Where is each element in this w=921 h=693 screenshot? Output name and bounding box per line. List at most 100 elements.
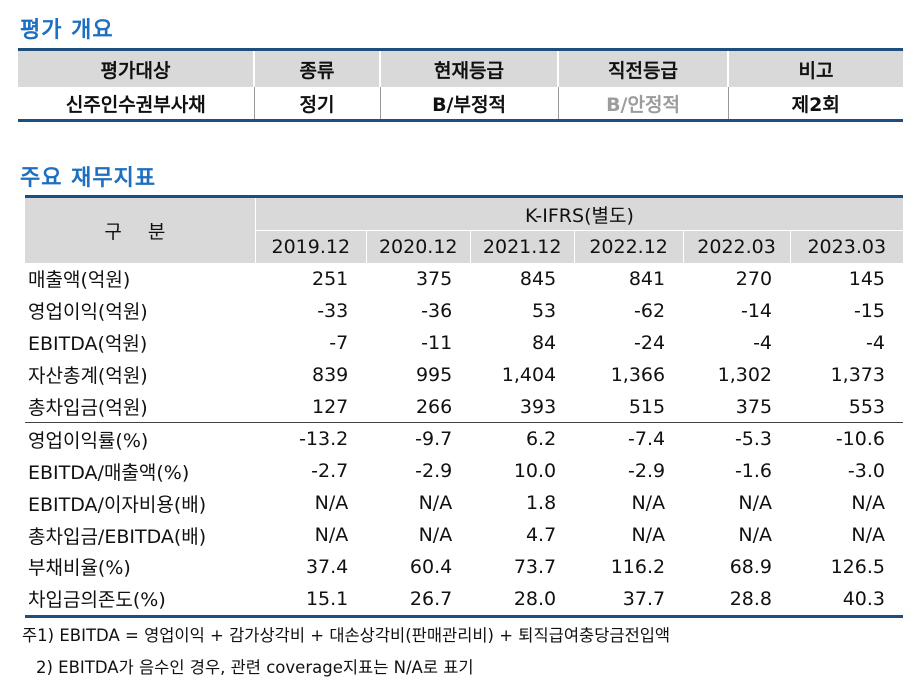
table-row: 매출액(억원) 251 375 845 841 270 145 bbox=[25, 263, 903, 295]
value-cell: 553 bbox=[848, 395, 885, 418]
value-cell: -2.9 bbox=[628, 460, 666, 483]
table-row: 영업이익(억원) -33 -36 53 -62 -14 -15 bbox=[25, 295, 903, 327]
value-cell: -9.7 bbox=[366, 422, 471, 456]
row-label: 차입금의존도(%) bbox=[28, 589, 166, 612]
value-cell: N/A bbox=[631, 492, 666, 515]
value-cell: 15.1 bbox=[305, 587, 349, 610]
row-label: 총차입금/EBITDA(배) bbox=[28, 525, 207, 548]
table-row: 영업이익률(%) -13.2 -9.7 6.2 -7.4 -5.3 -10.6 bbox=[25, 422, 903, 456]
value-cell: N/A bbox=[314, 524, 349, 547]
value-cell: 60.4 bbox=[409, 555, 453, 578]
value-cell: N/A bbox=[314, 492, 349, 515]
value-cell: 6.2 bbox=[470, 422, 575, 456]
table-row: EBITDA(억원) -7 -11 84 -24 -4 -4 bbox=[25, 327, 903, 359]
value-cell: 4.7 bbox=[525, 524, 557, 547]
rating-header-row: 평가대상 종류 현재등급 직전등급 비고 bbox=[18, 48, 903, 87]
value-cell: 839 bbox=[311, 363, 349, 386]
header-previous-rating: 직전등급 bbox=[557, 48, 728, 87]
value-cell: 1,302 bbox=[717, 363, 773, 386]
value-cell: -14 bbox=[740, 299, 773, 322]
header-target: 평가대상 bbox=[18, 48, 254, 87]
footnote-1: 주1) EBITDA = 영업이익 + 감가상각비 + 대손상각비(판매관리비)… bbox=[22, 626, 671, 645]
value-cell: 393 bbox=[519, 395, 557, 418]
financial-body: 매출액(억원) 251 375 845 841 270 145 영업이익(억원) -33 -36 5… bbox=[25, 263, 903, 616]
value-cell: -1.6 bbox=[734, 460, 773, 483]
value-cell: 270 bbox=[735, 267, 773, 290]
value-cell: -62 bbox=[634, 299, 666, 322]
financial-title: 주요 재무지표 bbox=[20, 166, 157, 191]
row-label: 영업이익(억원) bbox=[28, 301, 148, 324]
value-cell: -36 bbox=[421, 299, 453, 322]
row-label: 자산총계(억원) bbox=[28, 365, 148, 388]
value-cell: -13.2 bbox=[255, 422, 367, 456]
period-header: 2021.12 bbox=[469, 230, 575, 263]
value-cell: 995 bbox=[415, 363, 453, 386]
value-cell: N/A bbox=[851, 524, 885, 547]
period-header: 2022.12 bbox=[573, 230, 684, 263]
value-cell: 126.5 bbox=[830, 555, 885, 578]
value-cell: -2.7 bbox=[311, 460, 349, 483]
row-label: 총차입금(억원) bbox=[28, 397, 148, 419]
value-cell: N/A bbox=[851, 492, 885, 515]
value-cell: N/A bbox=[631, 524, 666, 547]
value-cell: 127 bbox=[311, 395, 349, 418]
value-cell: 84 bbox=[531, 331, 557, 354]
value-cell: 68.9 bbox=[729, 555, 773, 578]
value-cell: 116.2 bbox=[610, 555, 666, 578]
value-cell: 1.8 bbox=[525, 492, 557, 515]
table-row: 자산총계(억원) 839 995 1,404 1,366 1,302 1,373 bbox=[25, 359, 903, 391]
cell-type: 정기 bbox=[253, 87, 380, 121]
value-cell: -7.4 bbox=[574, 422, 684, 456]
financial-header-row-2: 2019.12 2020.12 2021.12 2022.12 2022.03 … bbox=[25, 230, 903, 263]
cell-previous-rating: B/안정적 bbox=[557, 87, 728, 121]
value-cell: N/A bbox=[738, 524, 773, 547]
value-cell: N/A bbox=[738, 492, 773, 515]
value-cell: -24 bbox=[634, 331, 666, 354]
row-label: 영업이익률(%) bbox=[25, 422, 256, 456]
group-header: K-IFRS(별도) bbox=[255, 196, 903, 231]
value-cell: 145 bbox=[848, 267, 885, 290]
rating-overview-table: 평가대상 종류 현재등급 직전등급 비고 신주인수권부사채 정기 B/부정적 B… bbox=[18, 48, 903, 122]
value-cell: -7 bbox=[329, 331, 349, 354]
row-label: 부채비율(%) bbox=[28, 557, 131, 580]
rating-row: 신주인수권부사채 정기 B/부정적 B/안정적 제2회 bbox=[18, 87, 903, 121]
value-cell: 37.4 bbox=[305, 555, 349, 578]
overview-title: 평가 개요 bbox=[20, 18, 114, 43]
row-label: EBITDA(억원) bbox=[28, 333, 148, 356]
table-row: 차입금의존도(%) 15.1 26.7 28.0 37.7 28.8 40.3 bbox=[25, 583, 903, 616]
value-cell: -10.6 bbox=[790, 422, 903, 456]
value-cell: 515 bbox=[628, 395, 666, 418]
value-cell: -3.0 bbox=[847, 460, 885, 483]
value-cell: -5.3 bbox=[683, 422, 791, 456]
value-cell: 266 bbox=[415, 395, 453, 418]
table-row: 총차입금(억원) 127 266 393 515 375 553 bbox=[25, 391, 903, 423]
cell-remarks: 제2회 bbox=[727, 87, 903, 121]
value-cell: 1,404 bbox=[501, 363, 557, 386]
value-cell: 375 bbox=[735, 395, 773, 418]
header-current-rating: 현재등급 bbox=[379, 48, 558, 87]
value-cell: 841 bbox=[628, 267, 666, 290]
value-cell: 845 bbox=[519, 267, 557, 290]
table-row: EBITDA/이자비용(배) N/A N/A 1.8 N/A N/A N/A bbox=[25, 487, 903, 519]
value-cell: 1,373 bbox=[830, 363, 885, 386]
table-row: 총차입금/EBITDA(배) N/A N/A 4.7 N/A N/A N/A bbox=[25, 519, 903, 551]
row-label: EBITDA/매출액(%) bbox=[28, 461, 190, 484]
value-cell: 26.7 bbox=[409, 587, 453, 610]
footnote-2: 2) EBITDA가 음수인 경우, 관련 coverage지표는 N/A로 표… bbox=[36, 658, 474, 677]
corner-label: 구 분 bbox=[25, 196, 256, 263]
value-cell: 53 bbox=[531, 299, 557, 322]
value-cell: -15 bbox=[853, 299, 885, 322]
row-label: 매출액(억원) bbox=[28, 269, 131, 292]
value-cell: 375 bbox=[415, 267, 453, 290]
value-cell: 37.7 bbox=[622, 587, 666, 610]
value-cell: N/A bbox=[418, 524, 453, 547]
value-cell: -33 bbox=[317, 299, 349, 322]
cell-current-rating: B/부정적 bbox=[379, 87, 558, 121]
value-cell: 73.7 bbox=[513, 555, 557, 578]
value-cell: 1,366 bbox=[610, 363, 666, 386]
value-cell: -11 bbox=[421, 331, 453, 354]
period-header: 2023.03 bbox=[789, 230, 903, 263]
table-row: 부채비율(%) 37.4 60.4 73.7 116.2 68.9 126.5 bbox=[25, 551, 903, 583]
value-cell: -2.9 bbox=[415, 460, 453, 483]
value-cell: 28.8 bbox=[729, 587, 773, 610]
